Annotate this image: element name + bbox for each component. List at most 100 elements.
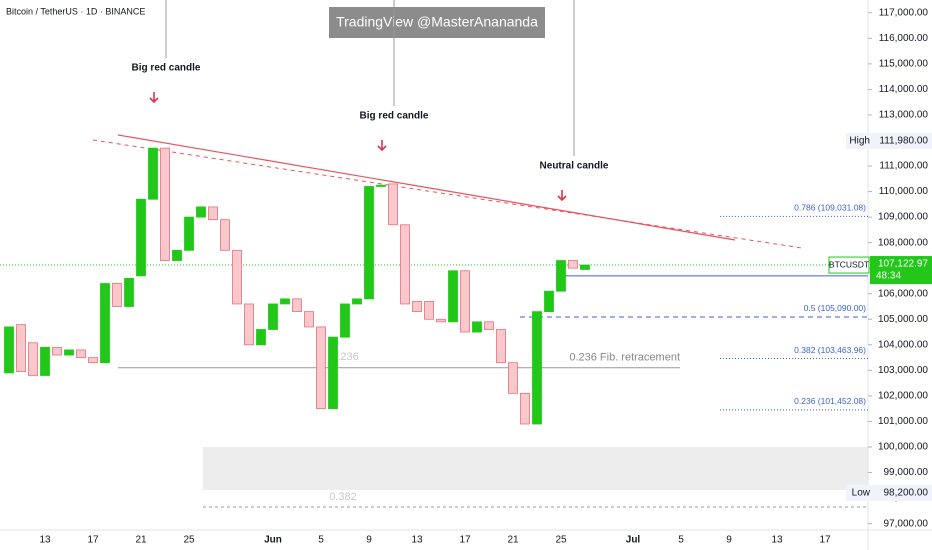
low-value: 98,200.00	[884, 488, 929, 499]
candle-body	[208, 206, 218, 221]
annotation-arrow	[557, 190, 567, 202]
candle-body	[124, 278, 134, 307]
x-tick-label: 5	[678, 535, 684, 546]
candle-body	[424, 300, 434, 320]
candle-body	[376, 184, 386, 187]
candle-body	[568, 260, 578, 269]
last-price-badge	[870, 256, 932, 285]
y-tick-label: 115,000.00	[879, 58, 929, 69]
symbol-label: BTCUSDT	[829, 259, 869, 269]
faded-label: 0.382	[329, 491, 357, 503]
candle-body	[532, 311, 542, 425]
candle-body	[388, 183, 398, 226]
candle-body	[304, 311, 314, 328]
candle-body	[52, 346, 62, 356]
candle-body	[352, 298, 362, 305]
x-tick-label: Jun	[264, 535, 282, 546]
y-tick-label: 101,000.00	[878, 416, 928, 427]
y-tick-label: 97,000.00	[884, 518, 929, 529]
y-tick-label: 100,000.00	[878, 442, 928, 453]
y-tick-label: 108,000.00	[878, 237, 928, 248]
candle-body	[64, 349, 74, 356]
candle-body	[280, 298, 290, 305]
candle-body	[196, 206, 206, 218]
candle-body	[16, 324, 26, 373]
high-value: 111,980.00	[879, 136, 928, 147]
candle-body	[220, 219, 230, 251]
candle-body	[268, 303, 278, 330]
candle-body	[88, 357, 98, 364]
low-value-badge	[872, 484, 932, 501]
y-tick-label: 103,000.00	[878, 365, 928, 376]
y-tick-label: 113,000.00	[879, 110, 929, 121]
x-tick-label: 9	[726, 535, 732, 546]
candle-body	[580, 264, 590, 270]
y-tick-label: 102,000.00	[878, 391, 928, 402]
annotation-arrow	[377, 140, 387, 152]
x-tick-label: 25	[555, 535, 567, 546]
candle-body	[4, 326, 14, 374]
annotation-box	[540, 156, 608, 176]
y-tick-label: 104,000.00	[878, 339, 928, 350]
candle-body	[544, 290, 554, 313]
support-zone	[203, 447, 868, 490]
y-tick-label: 116,000.00	[879, 33, 929, 44]
high-label: High	[849, 136, 870, 147]
last-price: 107,122.97	[878, 259, 928, 270]
high-value-badge	[872, 132, 932, 149]
candle-body	[484, 321, 494, 330]
candle-body	[76, 349, 86, 358]
y-tick-label: 109,000.00	[878, 212, 928, 223]
fib-label: 0.786 (109,031.08)	[794, 203, 866, 213]
candle-body	[520, 392, 530, 425]
candle-body	[160, 147, 170, 261]
y-tick-label: 106,000.00	[878, 288, 928, 299]
annotation: Big red candle	[132, 63, 201, 74]
candle-body	[340, 303, 350, 338]
candle-body	[28, 342, 38, 377]
symbol-badge	[828, 256, 870, 274]
candle-body	[400, 224, 410, 305]
fib-label: 0.236 Fib. retracement	[569, 352, 680, 364]
annotation: Big red candle	[360, 111, 429, 122]
watermark-box	[329, 7, 545, 38]
candle-body	[556, 260, 566, 292]
y-tick-label: 114,000.00	[879, 84, 929, 95]
x-tick-label: 13	[411, 535, 423, 546]
candle-body	[460, 270, 470, 333]
x-tick-label: 25	[183, 535, 195, 546]
candle-body	[232, 249, 242, 305]
annotation-box	[132, 58, 200, 78]
x-tick-label: 17	[87, 535, 99, 546]
candle-body	[316, 326, 326, 410]
fib-label: 0.382 (103,463.96)	[794, 345, 866, 355]
y-tick-label: 105,000.00	[878, 314, 928, 325]
x-tick-label: Jul	[626, 535, 641, 546]
y-tick-label: 117,000.00	[879, 7, 929, 18]
trendline	[117, 134, 736, 241]
chart-title: Bitcoin / TetherUS · 1D · BINANCE	[6, 6, 145, 16]
annotation: Neutral candle	[540, 161, 609, 172]
candle-body	[508, 362, 518, 394]
x-tick-label: 9	[366, 535, 372, 546]
fib-label: 0.5 (105,090.00)	[804, 303, 867, 313]
countdown: 48:34	[876, 271, 901, 282]
candle-body	[112, 283, 122, 307]
high-badge	[846, 132, 872, 149]
x-tick-label: 17	[459, 535, 471, 546]
candle-body	[136, 198, 146, 277]
candle-body	[100, 283, 110, 364]
candle-body	[184, 216, 194, 251]
y-tick-label: 111,000.00	[879, 161, 928, 172]
x-tick-label: 17	[819, 535, 831, 546]
x-tick-label: 21	[135, 535, 147, 546]
candle-body	[412, 300, 422, 313]
candle-body	[256, 329, 266, 346]
candle-body	[364, 186, 374, 300]
annotation-arrow	[149, 92, 159, 104]
fib-label: 0.236 (101,452.08)	[794, 396, 866, 406]
x-tick-label: 5	[318, 535, 324, 546]
watermark: TradingView @MasterAnananda	[336, 14, 538, 30]
